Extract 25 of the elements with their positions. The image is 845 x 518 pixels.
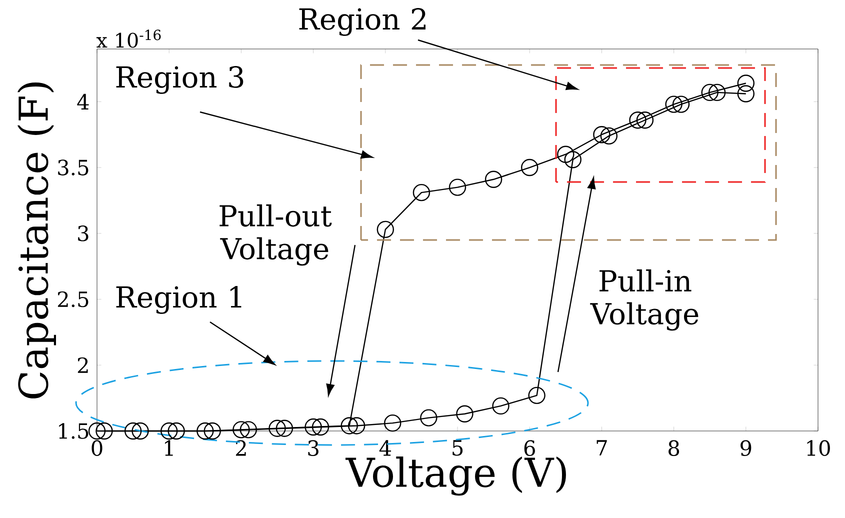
annotation: Pull-out Voltage bbox=[220, 204, 332, 266]
annotation: Pull-in Voltage bbox=[590, 269, 698, 331]
annotation: Region 3 bbox=[116, 66, 244, 94]
x-tick-label: 9 bbox=[740, 440, 752, 456]
y-tick-label: 1.5 bbox=[59, 423, 88, 439]
x-tick-label: 10 bbox=[807, 440, 830, 456]
x-tick-label: 0 bbox=[92, 440, 102, 456]
x-tick-label: 3 bbox=[308, 440, 318, 456]
y-tick-label: 3 bbox=[78, 225, 88, 242]
annotation: Region 1 bbox=[116, 286, 242, 314]
x-tick-label: 1 bbox=[165, 440, 173, 456]
x-tick-label: 7 bbox=[596, 440, 607, 456]
y-tick-label: 2 bbox=[78, 357, 88, 373]
x-tick-label: 4 bbox=[379, 440, 392, 456]
x-tick-label: 2 bbox=[236, 440, 246, 456]
y-axis-title: Capacitance (F) bbox=[17, 82, 56, 398]
x-tick-label: 6 bbox=[524, 440, 535, 456]
text: x 10$^{-16}$ bbox=[96, 30, 161, 48]
x-axis-title: Voltage (V) bbox=[345, 456, 566, 496]
y-tick-label: 2.5 bbox=[58, 291, 88, 308]
y-tick-label: 3.5 bbox=[58, 160, 88, 176]
text: Region 2 bbox=[299, 8, 426, 36]
x-tick-label: 8 bbox=[668, 440, 680, 456]
y-tick-label: 4 bbox=[77, 94, 89, 110]
x-tick-label: 5 bbox=[452, 440, 463, 456]
